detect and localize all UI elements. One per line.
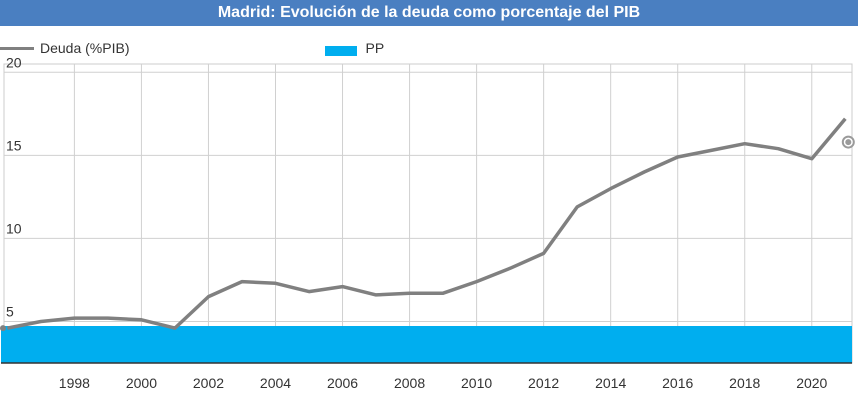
legend-item-deuda[interactable]: Deuda (%PIB) [0,40,129,56]
x-tick-label: 2016 [662,375,693,391]
y-tick-label: 20 [6,54,22,70]
x-tick-label: 2004 [260,375,291,391]
series-line-deuda[interactable] [7,117,847,330]
x-tick-label: 2018 [729,375,760,391]
x-tick-label: 2014 [595,375,626,391]
legend-label-deuda: Deuda (%PIB) [40,40,130,56]
x-tick-label: 2008 [394,375,425,391]
x-tick-label: 2002 [193,375,224,391]
chart-legend: Deuda (%PIB) PP [0,38,410,58]
end-marker-dot [845,139,852,146]
legend-swatch-pp [325,46,358,56]
chart-title: Madrid: Evolución de la deuda como porce… [0,0,858,26]
legend-swatch-deuda [0,46,34,50]
y-tick-label: 10 [6,220,22,236]
legend-label-pp: PP [365,40,385,56]
x-tick-label: 2000 [126,375,157,391]
y-tick-label: 15 [6,137,22,153]
x-tick-label: 2010 [461,375,492,391]
x-tick-label: 2006 [327,375,358,391]
x-tick-label: 2012 [528,375,559,391]
start-marker [0,325,6,332]
y-tick-label: 5 [6,303,14,319]
x-tick-label: 1998 [59,375,90,391]
pp-bar[interactable] [1,326,852,363]
legend-item-pp[interactable]: PP [155,40,384,56]
x-tick-label: 2020 [796,375,827,391]
